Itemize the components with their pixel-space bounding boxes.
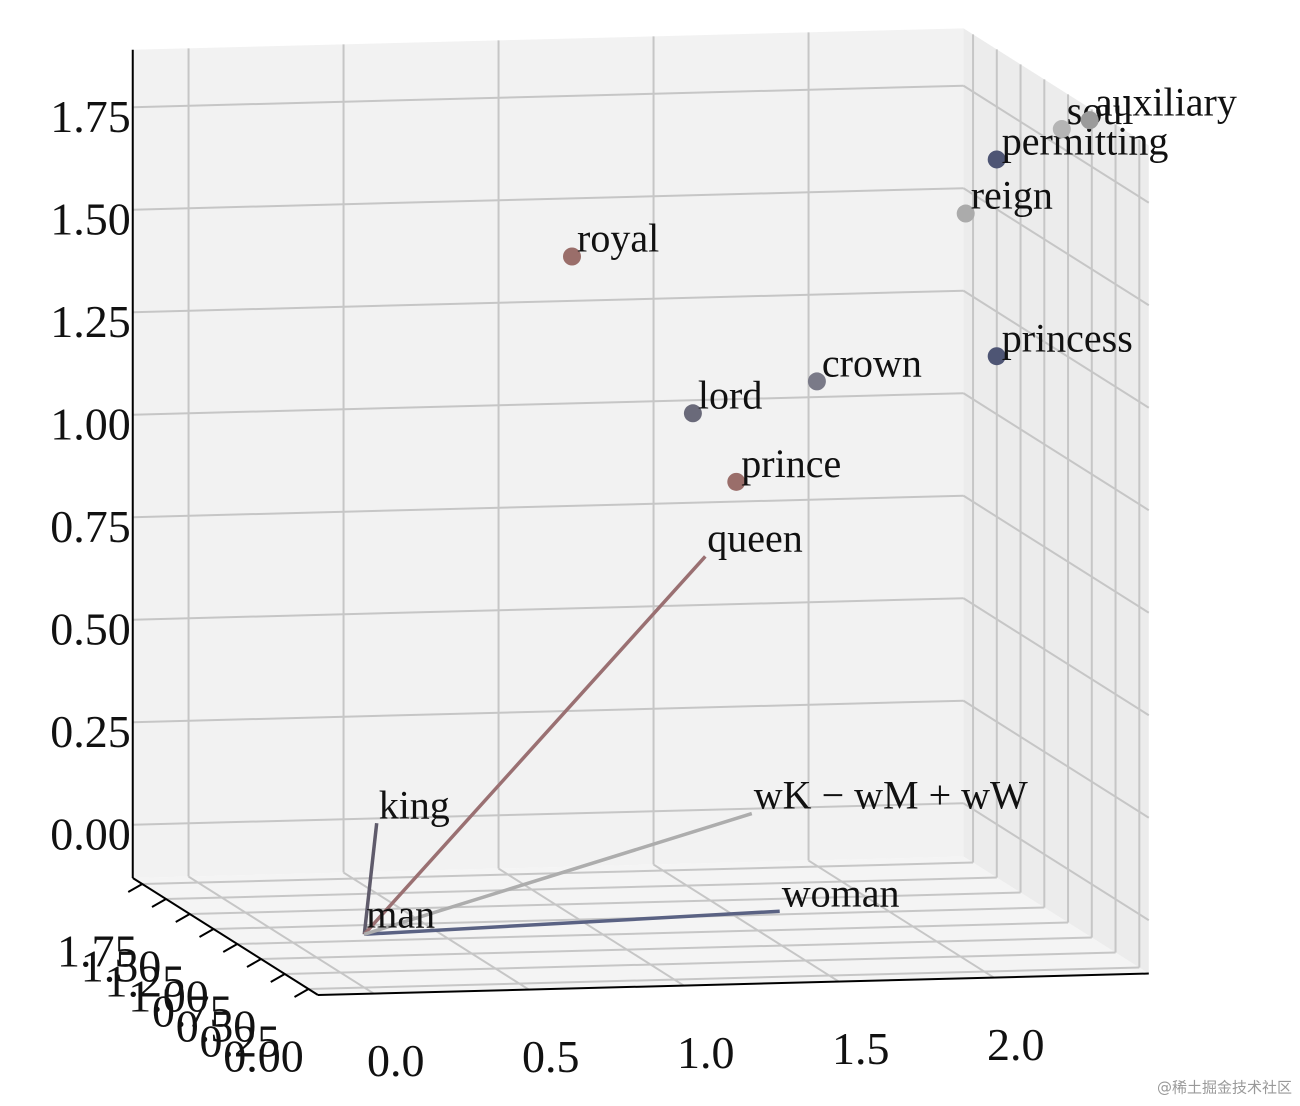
grid-line [963, 187, 1150, 307]
side-pane [963, 28, 1149, 974]
grid-line [808, 859, 995, 979]
grid-line [132, 289, 964, 314]
grid-line [963, 699, 1150, 819]
vector-line [362, 823, 379, 935]
grid-line [963, 494, 1150, 614]
grid-line [132, 802, 964, 826]
vector-line [363, 555, 707, 936]
z-tick-label: 1.50 [50, 193, 131, 244]
word-label: soul [1067, 88, 1134, 133]
grid-line [132, 494, 964, 519]
z-tick-label: 0.50 [50, 603, 131, 654]
word-label: lord [698, 372, 762, 417]
y-tick-label: 1.00 [128, 971, 209, 1022]
grid-line [132, 699, 964, 724]
word-label: auxiliary [1095, 79, 1237, 124]
grid-line [963, 289, 1150, 409]
word-label: crown [822, 341, 922, 386]
y-tick-label: 0.50 [176, 1001, 257, 1052]
y-tick-mark [199, 928, 214, 938]
grid-line [963, 802, 1150, 922]
grid-line [498, 867, 685, 987]
origin-label: man [366, 891, 435, 936]
vector-label: wK − wM + wW [754, 773, 1028, 818]
word-point [807, 372, 826, 391]
grid-line [237, 921, 1069, 945]
grid-line [165, 876, 997, 900]
grid-line [284, 951, 1116, 975]
grid-line [963, 392, 1150, 512]
vector-label: king [379, 782, 450, 827]
word-point [956, 204, 975, 223]
word-point [563, 247, 581, 266]
y-tick-mark [222, 943, 238, 953]
y-tick-label: 0.75 [152, 986, 233, 1037]
z-tick-label: 0.75 [50, 501, 131, 552]
z-tick-label: 1.25 [50, 296, 131, 347]
z-tick-label: 1.75 [50, 91, 131, 142]
z-tick-label: 0.25 [50, 706, 131, 757]
x-tick-label: 1.5 [832, 1023, 890, 1074]
y-tick-label: 0.25 [200, 1016, 281, 1067]
word-point [987, 347, 1006, 366]
y-tick-mark [294, 988, 309, 998]
back-pane [132, 28, 964, 879]
axis-line [317, 972, 1149, 996]
y-tick-label: 1.50 [81, 941, 162, 992]
grid-line [260, 936, 1092, 960]
grid-line [132, 84, 964, 109]
grid-line [189, 891, 1021, 915]
y-tick-label: 1.75 [57, 926, 138, 977]
y-tick-mark [175, 913, 191, 923]
word-point [1080, 111, 1099, 130]
axis-line [132, 877, 319, 996]
word-label: royal [577, 216, 659, 261]
vector-line [364, 909, 780, 937]
grid-line [132, 597, 964, 621]
grid-line [188, 875, 375, 995]
grid-line [132, 187, 964, 211]
y-tick-mark [127, 883, 143, 893]
grid-line [963, 84, 1150, 204]
z-tick-label: 0.00 [50, 808, 131, 859]
grid-line [132, 392, 964, 416]
y-tick-mark [246, 958, 262, 968]
word-point [727, 472, 746, 491]
word-label: reign [971, 173, 1053, 218]
vector-label: queen [707, 516, 803, 561]
grid-line [963, 597, 1150, 717]
x-tick-label: 0.0 [367, 1035, 425, 1086]
vector-label: woman [782, 870, 900, 915]
grid-line [308, 966, 1140, 990]
x-tick-label: 1.0 [677, 1027, 735, 1078]
y-tick-label: 1.25 [105, 956, 186, 1007]
grid-line [653, 863, 840, 983]
x-tick-label: 0.5 [522, 1031, 580, 1082]
word-point [987, 150, 1006, 169]
watermark: @稀土掘金技术社区 [1157, 1079, 1292, 1097]
vector-line [363, 811, 753, 936]
y-tick-mark [270, 973, 286, 983]
word-point [1052, 120, 1071, 139]
word-label: princess [1002, 315, 1133, 360]
word-label: prince [741, 441, 841, 486]
x-tick-label: 2.0 [987, 1019, 1045, 1070]
z-tick-label: 1.00 [50, 398, 131, 449]
y-tick-mark [151, 898, 167, 908]
y-tick-label: 0.00 [223, 1031, 304, 1082]
word-point [683, 404, 702, 423]
floor-pane [132, 856, 1149, 995]
